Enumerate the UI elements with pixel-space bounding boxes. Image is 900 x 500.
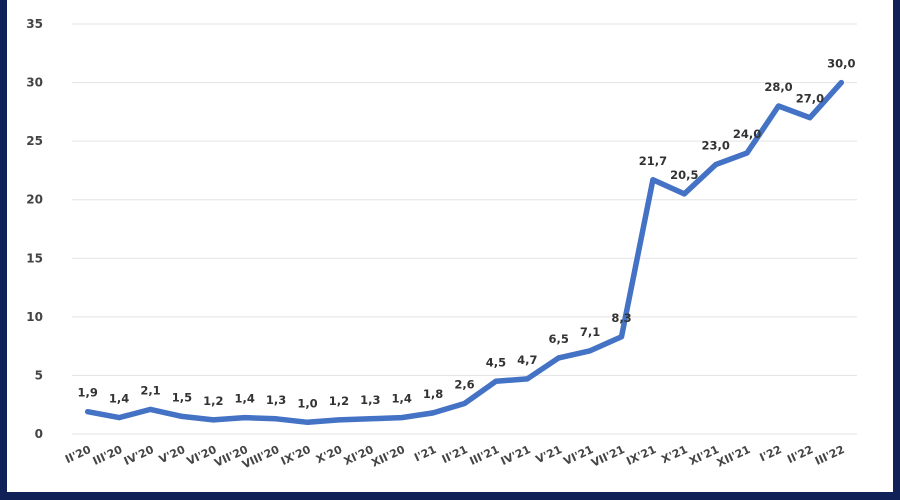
y-tick-label: 10 — [26, 310, 43, 324]
data-point — [148, 406, 153, 412]
data-label: 8,3 — [611, 311, 631, 325]
data-point — [681, 191, 687, 197]
x-tick-label: II'20 — [63, 443, 93, 466]
data-label: 1,2 — [329, 394, 349, 408]
data-label: 1,4 — [392, 392, 412, 406]
series-line-group — [84, 79, 845, 426]
data-point — [367, 416, 373, 422]
data-point — [116, 415, 122, 421]
data-label: 2,1 — [140, 383, 160, 397]
y-tick-label: 35 — [26, 17, 43, 31]
data-label: 1,2 — [203, 394, 223, 408]
y-tick-label: 25 — [26, 134, 43, 148]
data-label: 4,5 — [486, 355, 506, 369]
y-tick-label: 15 — [26, 251, 43, 265]
data-point — [462, 401, 467, 407]
x-tick-label: IV'21 — [499, 443, 533, 468]
data-point — [587, 348, 593, 354]
data-point — [242, 415, 248, 421]
data-label: 21,7 — [639, 154, 667, 168]
data-label: 1,3 — [266, 393, 286, 407]
data-label: 4,7 — [517, 353, 537, 367]
data-point — [336, 417, 342, 423]
x-tick-label: III'21 — [468, 443, 502, 468]
data-label: 27,0 — [796, 92, 824, 106]
x-tick-label: I'22 — [758, 443, 784, 464]
data-point — [273, 416, 279, 422]
data-point — [556, 355, 562, 361]
chart-frame: 0 5 10 15 20 25 30 35 II'20 III'20 IV'20 V'20 VI'20… — [7, 0, 893, 492]
x-tick-label: XI'21 — [687, 443, 721, 468]
x-tick-label: III'20 — [91, 443, 125, 468]
data-label: 24,0 — [733, 127, 761, 141]
y-tick-label: 0 — [35, 427, 43, 441]
data-point — [619, 334, 624, 340]
data-point — [776, 103, 781, 109]
data-label: 1,4 — [235, 392, 255, 406]
data-label: 1,4 — [109, 392, 129, 406]
data-label: 20,5 — [670, 168, 698, 182]
x-tick-label: II'21 — [440, 443, 470, 466]
x-tick-label: VI'21 — [562, 443, 596, 468]
x-tick-label: X'21 — [659, 443, 689, 466]
data-label: 30,0 — [827, 57, 855, 71]
y-axis-ticks: 0 5 10 15 20 25 30 35 — [26, 17, 43, 441]
x-tick-label: IV'20 — [122, 443, 156, 468]
x-tick-label: III'22 — [813, 443, 847, 468]
data-point — [305, 419, 310, 425]
y-tick-label: 5 — [35, 368, 43, 382]
data-label: 2,6 — [454, 378, 474, 392]
data-point — [85, 409, 91, 415]
data-label: 1,8 — [423, 387, 443, 401]
x-tick-label: XII'20 — [369, 443, 407, 470]
y-tick-label: 30 — [26, 76, 43, 90]
data-label: 7,1 — [580, 325, 600, 339]
x-tick-label: V'20 — [157, 443, 187, 466]
data-point — [430, 410, 436, 416]
data-label: 1,3 — [360, 393, 380, 407]
x-tick-label: IX'20 — [279, 443, 313, 468]
data-label: 23,0 — [702, 139, 730, 153]
data-point — [179, 413, 185, 419]
grid-lines — [72, 23, 857, 435]
x-tick-label: VI'20 — [185, 443, 219, 468]
data-point — [744, 150, 750, 156]
x-tick-label: IX'21 — [624, 443, 658, 468]
x-tick-label: VII'21 — [589, 443, 627, 470]
data-point — [713, 162, 719, 168]
x-tick-label: XII'21 — [715, 443, 753, 470]
data-point — [807, 115, 813, 121]
x-tick-label: V'21 — [534, 443, 564, 466]
y-tick-label: 20 — [26, 193, 43, 207]
data-labels: 1,9 1,4 2,1 1,5 1,2 1,4 1,3 1,0 1,2 1,3 1,4 1,8 2,6 4… — [78, 57, 856, 411]
data-label: 6,5 — [549, 332, 569, 346]
data-point — [838, 80, 844, 86]
x-tick-label: XI'20 — [342, 443, 376, 468]
x-tick-label: I'21 — [412, 443, 438, 464]
x-tick-label: X'20 — [314, 443, 344, 466]
data-label: 1,9 — [78, 386, 98, 400]
data-point — [210, 417, 216, 423]
data-point — [399, 415, 405, 421]
data-point — [493, 378, 499, 384]
data-point — [650, 177, 656, 183]
data-label: 1,5 — [172, 390, 192, 404]
series-line — [84, 79, 845, 426]
x-tick-label: II'22 — [785, 443, 815, 466]
data-point — [524, 376, 530, 382]
data-label: 1,0 — [297, 396, 317, 410]
data-label: 28,0 — [764, 80, 792, 94]
